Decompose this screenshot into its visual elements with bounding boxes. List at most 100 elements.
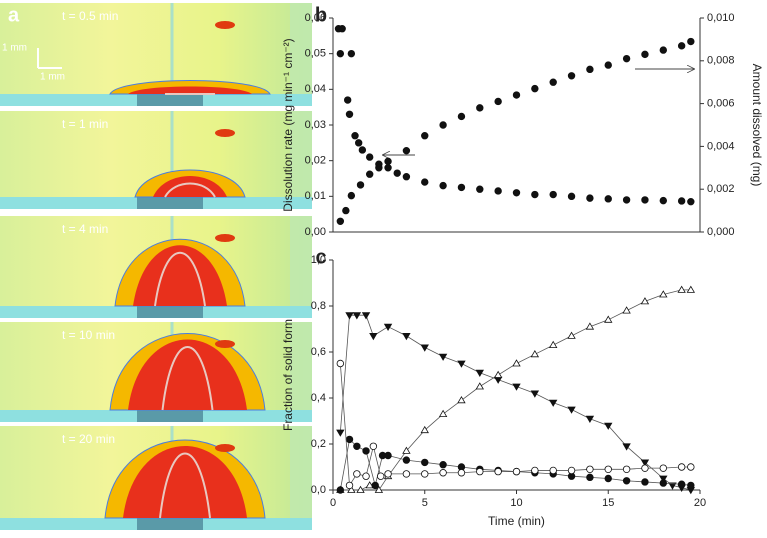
point xyxy=(384,451,392,460)
contour-red xyxy=(128,86,252,94)
point xyxy=(494,467,502,476)
point xyxy=(345,435,354,444)
point xyxy=(604,195,612,203)
point xyxy=(476,185,484,193)
point xyxy=(531,466,539,475)
y2-tick-label: 0,010 xyxy=(707,12,735,24)
point xyxy=(439,181,447,190)
point xyxy=(421,178,429,186)
point xyxy=(384,157,392,166)
point xyxy=(420,344,429,352)
substrate-block xyxy=(137,410,203,422)
panel-label: a xyxy=(8,4,20,26)
point xyxy=(604,465,612,473)
point xyxy=(622,465,631,473)
y2-tick-label: 0,008 xyxy=(707,55,735,67)
point xyxy=(358,146,367,154)
hotspot xyxy=(215,340,235,348)
point xyxy=(604,61,612,69)
point xyxy=(377,472,385,480)
y-tick-label: 0,00 xyxy=(305,226,326,238)
point xyxy=(586,65,594,74)
series-line xyxy=(340,289,691,491)
y-tick-label: 0,03 xyxy=(305,119,326,131)
y-tick-label: 0,02 xyxy=(305,155,326,167)
substrate-block xyxy=(137,518,203,530)
contour-inner xyxy=(159,452,211,519)
point xyxy=(457,183,466,192)
substrate-block xyxy=(137,306,203,318)
point xyxy=(347,191,356,200)
point xyxy=(622,477,631,485)
point xyxy=(677,463,686,471)
point xyxy=(475,369,484,377)
x-tick-label: 0 xyxy=(330,497,336,509)
substrate-block xyxy=(137,197,203,209)
point xyxy=(356,485,365,493)
point xyxy=(347,485,356,493)
point xyxy=(365,481,374,489)
point xyxy=(362,447,370,455)
y-tick-label: 0,8 xyxy=(311,300,326,312)
hotspot xyxy=(215,129,235,137)
y2-tick-label: 0,000 xyxy=(707,226,735,238)
point xyxy=(531,84,539,93)
point xyxy=(457,469,466,477)
point xyxy=(384,470,392,478)
point xyxy=(586,194,594,202)
point xyxy=(668,482,677,490)
point xyxy=(347,49,356,58)
point xyxy=(362,472,370,480)
x-tick-label: 5 xyxy=(422,497,428,509)
point xyxy=(342,206,350,215)
point xyxy=(353,470,361,478)
x-tick-label: 20 xyxy=(694,497,706,509)
point xyxy=(641,464,649,472)
scale-label: 1 mm xyxy=(40,72,65,83)
point xyxy=(439,461,447,469)
point xyxy=(549,78,557,86)
y-tick-label: 0,04 xyxy=(305,83,326,95)
point xyxy=(421,131,429,140)
point xyxy=(493,370,503,378)
y-tick-label: 0,0 xyxy=(311,484,326,496)
point xyxy=(622,54,631,63)
y-tick-label: 0,05 xyxy=(305,48,326,60)
y2-tick-label: 0,006 xyxy=(707,98,735,110)
point xyxy=(351,131,359,140)
point xyxy=(604,474,612,483)
point xyxy=(375,164,383,172)
frame-label: t = 4 min xyxy=(62,222,108,236)
point xyxy=(567,331,576,339)
point xyxy=(640,297,650,305)
point xyxy=(439,469,447,477)
x-axis-label: Time (min) xyxy=(488,514,545,528)
point xyxy=(512,91,521,99)
point xyxy=(659,290,668,298)
contour-inner xyxy=(161,346,214,411)
panel-label: c xyxy=(315,246,326,268)
point xyxy=(336,486,345,494)
point xyxy=(343,96,352,104)
y-tick-label: 0,4 xyxy=(311,392,326,404)
point xyxy=(512,383,521,391)
point xyxy=(345,110,354,118)
point xyxy=(366,153,374,161)
y2-axis-label: Amount dissolved (mg) xyxy=(750,64,764,187)
point xyxy=(475,382,484,390)
point xyxy=(457,360,466,368)
frame-edge xyxy=(290,111,312,209)
point xyxy=(345,481,354,490)
frame-edge xyxy=(290,216,312,318)
point xyxy=(476,467,484,476)
point xyxy=(345,312,354,320)
point xyxy=(622,196,631,204)
point xyxy=(641,196,649,204)
point xyxy=(421,470,429,478)
point xyxy=(336,217,345,225)
point xyxy=(420,425,429,434)
y-tick-label: 0,6 xyxy=(311,346,326,358)
y2-tick-label: 0,002 xyxy=(707,183,735,195)
point xyxy=(369,442,378,450)
point xyxy=(439,121,447,129)
